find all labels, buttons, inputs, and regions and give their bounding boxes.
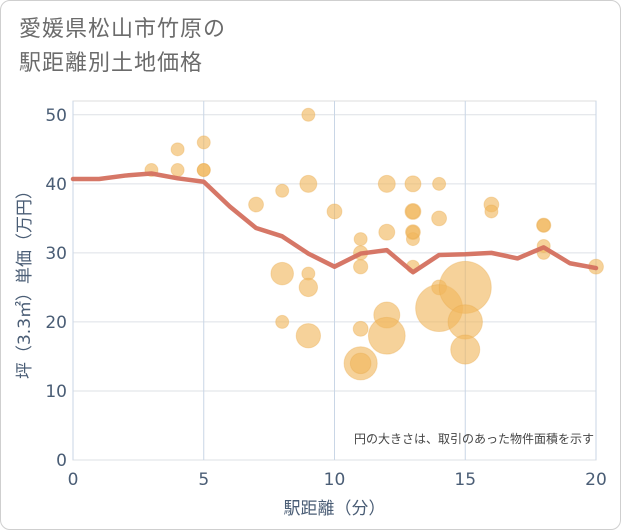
y-tick-label: 50 xyxy=(45,106,67,126)
y-tick-label: 30 xyxy=(45,244,67,264)
data-bubble xyxy=(196,135,211,150)
data-bubble xyxy=(450,334,481,365)
y-axis-label: 坪（3.3㎡）単価（万円） xyxy=(15,182,35,379)
data-bubble xyxy=(170,163,185,178)
data-bubble xyxy=(405,225,420,240)
y-tick-label: 10 xyxy=(45,382,67,402)
data-bubble xyxy=(298,277,319,298)
y-tick-label: 20 xyxy=(45,313,67,333)
data-bubble xyxy=(447,304,483,340)
data-bubble xyxy=(432,176,447,191)
data-bubble xyxy=(377,174,396,193)
data-bubble xyxy=(275,314,290,329)
data-bubble xyxy=(295,323,322,349)
data-bubble xyxy=(431,210,448,227)
bubble-size-note: 円の大きさは、取引のあった物件面積を示す xyxy=(354,431,594,446)
x-axis-label: 駅距離（分） xyxy=(284,499,386,519)
chart-title: 愛媛県松山市竹原の 駅距離別土地価格 xyxy=(19,13,226,81)
data-bubble xyxy=(405,203,421,220)
data-bubble xyxy=(248,196,264,213)
data-bubble xyxy=(378,223,396,241)
x-tick-label: 20 xyxy=(585,470,607,490)
x-tick-label: 0 xyxy=(68,470,79,490)
data-bubble xyxy=(349,352,372,375)
data-bubble xyxy=(352,320,369,337)
y-tick-label: 40 xyxy=(45,175,67,195)
data-bubble xyxy=(196,163,211,178)
data-bubble xyxy=(170,142,185,157)
x-tick-label: 5 xyxy=(198,470,209,490)
chart-title-line-1: 愛媛県松山市竹原の xyxy=(19,17,227,42)
data-bubble xyxy=(536,218,551,233)
chart-title-line-2: 駅距離別土地価格 xyxy=(19,51,204,76)
y-tick-label: 0 xyxy=(56,451,67,471)
x-tick-label: 10 xyxy=(324,470,346,490)
data-bubble xyxy=(367,316,406,355)
data-bubble xyxy=(301,107,316,122)
data-bubble xyxy=(326,203,343,220)
data-bubble xyxy=(353,259,369,275)
data-bubble xyxy=(270,261,294,286)
x-tick-label: 15 xyxy=(454,470,476,490)
data-bubble xyxy=(299,174,318,193)
data-bubble xyxy=(484,204,499,219)
data-bubble xyxy=(275,183,290,198)
data-bubble xyxy=(404,175,422,193)
average-price-line xyxy=(70,171,599,275)
data-bubble xyxy=(353,232,368,247)
